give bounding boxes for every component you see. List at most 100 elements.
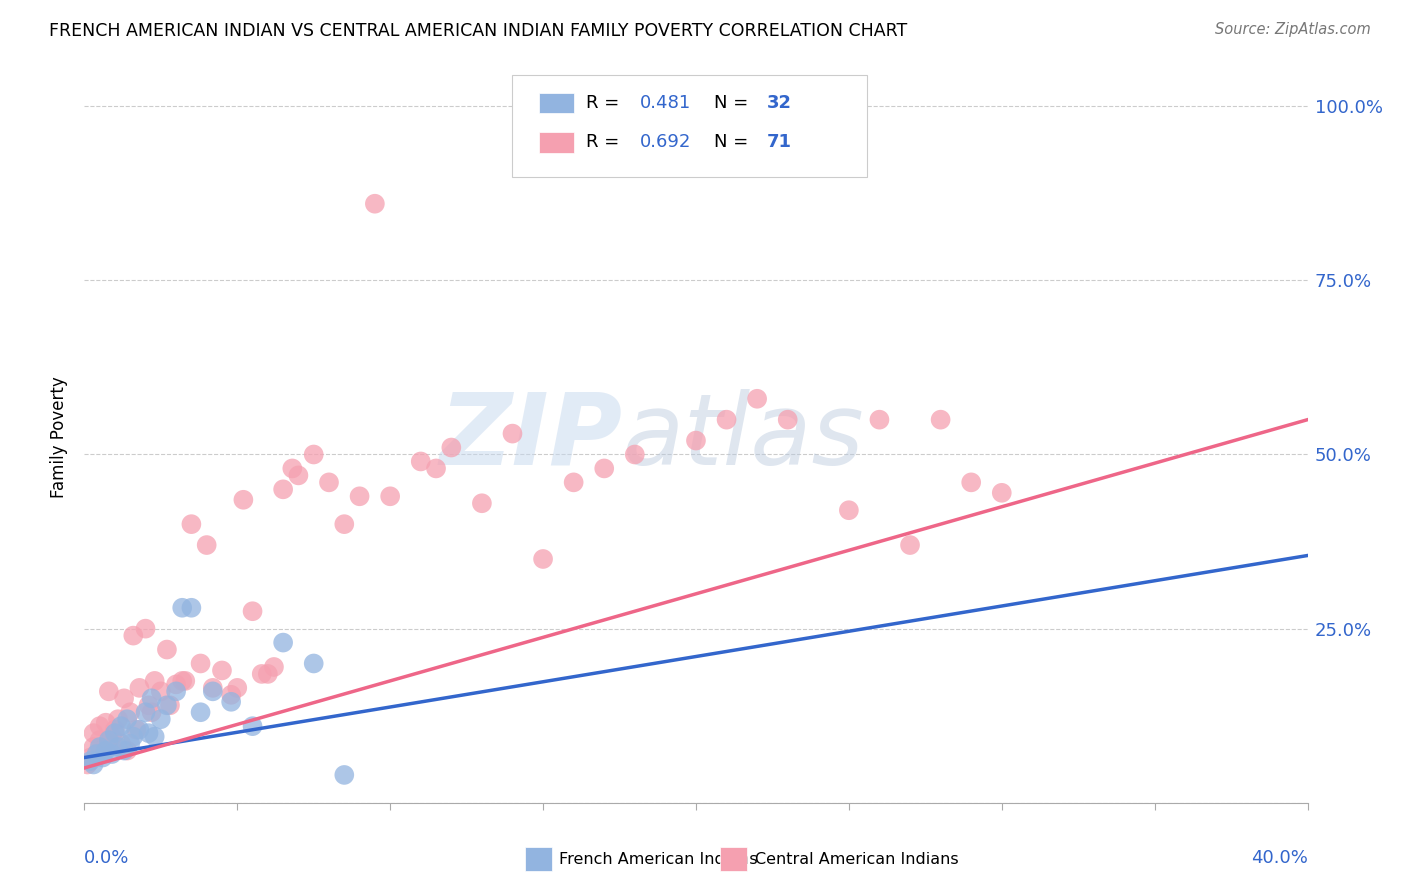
Text: 40.0%: 40.0% [1251,848,1308,867]
Text: N =: N = [714,94,754,112]
Point [271,483,294,497]
Point [89,733,111,747]
Point [110,737,132,751]
Point [349,489,371,503]
Point [991,485,1014,500]
Point [110,719,132,733]
Text: Central American Indians: Central American Indians [755,852,959,867]
Point [97,684,120,698]
Point [190,705,212,719]
Text: R =: R = [586,94,624,112]
FancyBboxPatch shape [720,847,748,871]
Point [101,730,124,744]
Point [502,426,524,441]
Point [149,684,172,698]
Point [838,503,860,517]
Point [281,461,304,475]
Point [122,730,145,744]
Point [318,475,340,490]
Point [219,695,242,709]
Point [89,719,111,733]
Point [141,705,163,719]
Point [94,715,117,730]
Point [302,657,325,671]
Point [172,600,194,615]
Point [776,412,799,426]
Point [149,712,172,726]
Point [122,629,145,643]
Point [747,392,769,406]
Point [898,538,921,552]
Point [929,412,952,426]
Point [287,468,309,483]
Point [91,743,114,757]
FancyBboxPatch shape [513,75,868,178]
Point [425,461,447,475]
Point [180,517,202,532]
Point [79,750,101,764]
Point [83,740,105,755]
Point [165,684,187,698]
Point [104,726,127,740]
Point [156,698,179,713]
Point [333,768,356,782]
Point [112,691,135,706]
Point [97,737,120,751]
Text: FRENCH AMERICAN INDIAN VS CENTRAL AMERICAN INDIAN FAMILY POVERTY CORRELATION CHA: FRENCH AMERICAN INDIAN VS CENTRAL AMERIC… [49,22,907,40]
Point [685,434,707,448]
Point [159,698,181,713]
Point [79,754,101,768]
Point [101,747,124,761]
Point [128,723,150,737]
Point [172,673,194,688]
Point [364,196,387,211]
FancyBboxPatch shape [540,132,574,153]
Point [195,538,218,552]
Text: atlas: atlas [623,389,865,485]
Point [143,730,166,744]
Text: 71: 71 [766,133,792,152]
Point [869,412,891,426]
Point [115,743,138,757]
Point [165,677,187,691]
Point [104,723,127,737]
Text: French American Indians: French American Indians [560,852,758,867]
Text: 32: 32 [766,94,792,112]
Point [120,737,142,751]
Point [242,604,264,618]
Point [89,740,111,755]
FancyBboxPatch shape [540,93,574,113]
Point [107,740,129,755]
Point [107,712,129,726]
Point [624,448,647,462]
Point [138,698,160,713]
Point [156,642,179,657]
Text: N =: N = [714,133,754,152]
Point [201,681,224,695]
Point [86,747,108,761]
Text: 0.0%: 0.0% [84,848,129,867]
Point [960,475,983,490]
Point [190,657,212,671]
Point [201,684,224,698]
Point [593,461,616,475]
Point [562,475,585,490]
Point [112,743,135,757]
Point [232,492,254,507]
Point [180,600,202,615]
Point [97,733,120,747]
Point [120,705,142,719]
Point [380,489,402,503]
Text: Source: ZipAtlas.com: Source: ZipAtlas.com [1215,22,1371,37]
Point [91,750,114,764]
Point [76,757,98,772]
Point [174,673,197,688]
Point [94,743,117,757]
Point [211,664,233,678]
Point [409,454,432,468]
Text: 0.692: 0.692 [640,133,692,152]
Point [125,723,148,737]
Point [83,726,105,740]
Point [250,667,273,681]
Point [333,517,356,532]
